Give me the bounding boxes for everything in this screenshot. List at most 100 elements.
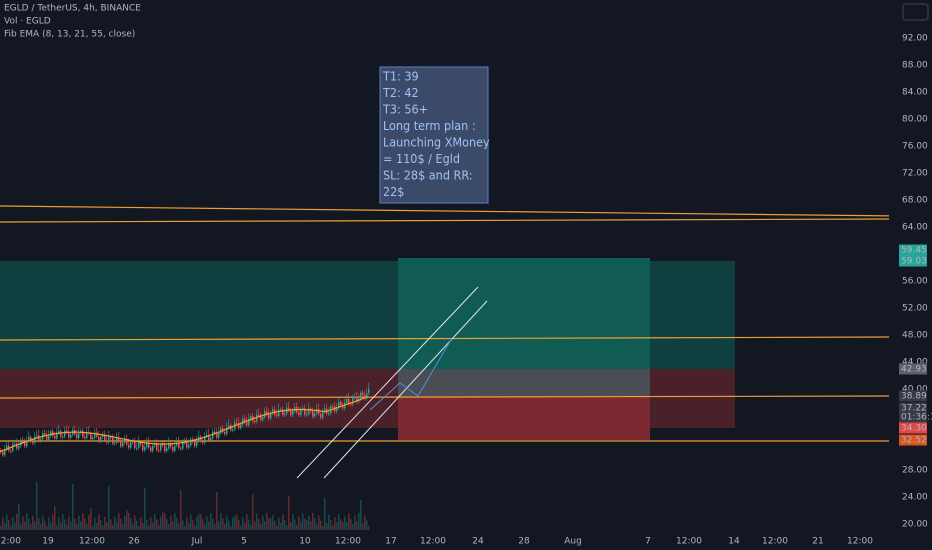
volume-bar: [74, 518, 76, 530]
volume-bar: [312, 512, 314, 530]
channel-line: [323, 300, 488, 479]
volume-bar: [120, 518, 122, 530]
note-line: 22$: [383, 184, 404, 199]
note-line: T3: 56+: [382, 102, 428, 117]
menu-button[interactable]: [902, 3, 929, 21]
candle: [246, 422, 248, 426]
volume-bar: [100, 520, 102, 530]
candle: [156, 444, 158, 450]
volume-bar: [8, 520, 10, 530]
volume-bar: [194, 525, 196, 530]
volume-bar: [18, 504, 20, 530]
volume-bar: [234, 516, 236, 530]
volume-bar: [308, 515, 310, 530]
price-tag-label: 38.89: [901, 392, 927, 402]
volume-bar: [292, 514, 294, 530]
candle: [272, 409, 274, 414]
note-line: Long term plan :: [383, 118, 476, 133]
candle: [114, 442, 116, 444]
candle: [160, 444, 162, 451]
price-label: 44.00: [902, 358, 928, 368]
volume-bar: [134, 515, 136, 530]
volume-bar: [102, 525, 104, 530]
volume-bar: [156, 519, 158, 530]
candle: [218, 433, 220, 438]
candle: [56, 432, 58, 439]
volume-bar: [318, 515, 320, 530]
volume-bar: [130, 518, 132, 530]
candle: [364, 394, 366, 399]
volume-bar: [24, 521, 26, 530]
volume-bar: [146, 520, 148, 530]
price-tag: [899, 411, 927, 423]
candle: [188, 445, 190, 448]
candle: [54, 435, 56, 439]
volume-bar: [126, 510, 128, 530]
volume-bar: [32, 515, 34, 530]
volume-bar: [214, 524, 216, 530]
candle: [268, 414, 270, 419]
volume-bar: [186, 517, 188, 530]
volume-bar: [250, 524, 252, 530]
price-tag: [899, 434, 927, 446]
volume-bar: [218, 521, 220, 530]
candle: [236, 422, 238, 424]
volume-bar: [336, 522, 338, 530]
price-tag-label: 37.22: [901, 404, 927, 414]
volume-bar: [38, 518, 40, 530]
price-label: 52.00: [902, 304, 928, 314]
candle: [168, 443, 170, 449]
candle: [134, 441, 136, 449]
candle: [110, 436, 112, 438]
time-label: 26: [128, 537, 140, 547]
volume-bar: [302, 513, 304, 530]
candle: [316, 409, 318, 414]
candle: [136, 447, 138, 449]
volume-bar: [196, 517, 198, 530]
price-label: 56.00: [902, 277, 928, 287]
volume-bar: [58, 517, 60, 530]
note-line: Launching XMoney: [383, 135, 490, 150]
volume-bar: [236, 514, 238, 530]
candle: [34, 436, 36, 444]
candle: [280, 409, 282, 411]
candle: [52, 431, 54, 436]
candle: [50, 431, 52, 436]
volume-bar: [260, 524, 262, 530]
volume-bar: [304, 518, 306, 530]
volume-bar: [306, 520, 308, 530]
candle: [258, 414, 260, 416]
volume-bar: [96, 523, 98, 530]
volume-bar: [28, 518, 30, 530]
sl-ext: [650, 369, 735, 428]
candle: [288, 407, 290, 411]
price-tag-label: 01:36:12: [901, 413, 932, 423]
candle: [104, 434, 106, 441]
candle: [24, 442, 26, 447]
candle: [100, 437, 102, 442]
candle: [292, 411, 294, 416]
volume-bar: [162, 512, 164, 530]
candle: [250, 416, 252, 420]
candle: [126, 439, 128, 445]
volume-bar: [56, 525, 58, 530]
zones: [0, 258, 735, 440]
time-label: 21: [812, 537, 823, 547]
volume-bar: [244, 522, 246, 530]
volume-bar: [112, 524, 114, 530]
volume-bar: [16, 514, 18, 530]
candle: [142, 444, 144, 451]
volume-bar: [334, 517, 336, 530]
candle: [350, 403, 352, 405]
volume-bar: [150, 517, 152, 530]
candle: [270, 413, 272, 419]
volume-bar: [94, 517, 96, 530]
candle: [240, 424, 242, 429]
price-label: 88.00: [902, 61, 928, 71]
level: [0, 218, 899, 223]
level: [0, 395, 899, 399]
candle: [340, 402, 342, 406]
volume-bar: [220, 512, 222, 530]
volume-bar: [356, 521, 358, 530]
